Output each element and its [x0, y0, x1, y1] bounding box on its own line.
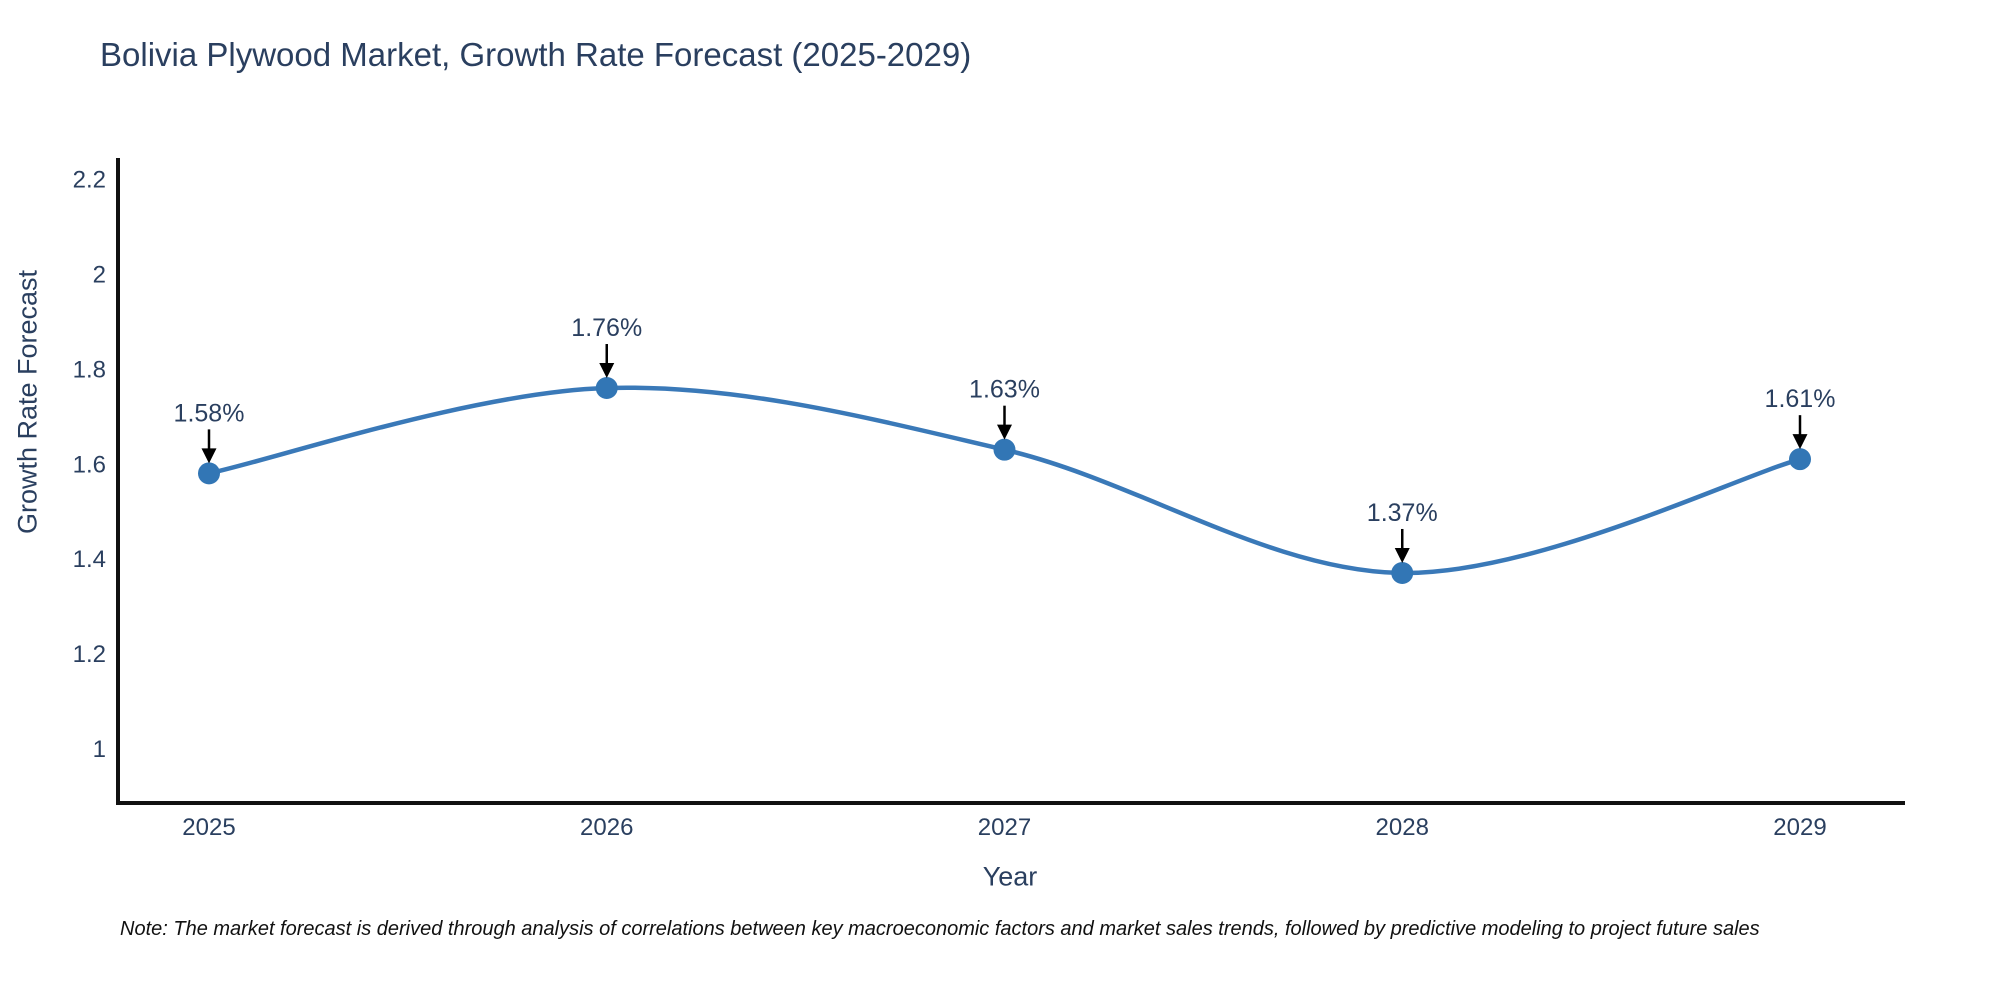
- y-tick-label: 1.8: [73, 356, 106, 383]
- annotation-arrow-head: [201, 448, 217, 464]
- data-point-2029[interactable]: [1789, 448, 1811, 471]
- y-tick-label: 1: [93, 736, 106, 763]
- point-label: 1.58%: [174, 399, 245, 427]
- x-axis-title: Year: [982, 861, 1038, 892]
- chart-title: Bolivia Plywood Market, Growth Rate Fore…: [100, 36, 972, 73]
- y-tick-label: 1.2: [73, 641, 106, 668]
- data-point-2028[interactable]: [1391, 561, 1414, 584]
- x-tick-label: 2029: [1773, 814, 1826, 841]
- x-tick-label: 2028: [1376, 814, 1429, 841]
- point-label: 1.63%: [969, 376, 1040, 404]
- point-label: 1.76%: [571, 314, 642, 342]
- y-tick-label: 1.6: [73, 451, 106, 478]
- y-tick-label: 2: [93, 262, 106, 289]
- y-axis-title: Growth Rate Forecast: [12, 269, 43, 535]
- data-point-2027[interactable]: [993, 438, 1016, 461]
- x-tick-label: 2026: [580, 814, 633, 841]
- y-tick-label: 2.2: [73, 167, 106, 194]
- x-tick-label: 2027: [978, 814, 1031, 841]
- annotation-arrow-head: [1394, 547, 1410, 563]
- y-tick-label: 1.4: [73, 546, 106, 573]
- data-point-2026[interactable]: [595, 377, 618, 400]
- data-point-2025[interactable]: [198, 462, 220, 485]
- point-label: 1.61%: [1765, 385, 1836, 413]
- annotation-arrow-head: [1792, 434, 1808, 450]
- annotation-arrow-head: [599, 363, 615, 379]
- footnote: Note: The market forecast is derived thr…: [120, 918, 1760, 940]
- x-tick-label: 2025: [182, 814, 235, 841]
- annotation-arrow-head: [997, 424, 1012, 440]
- point-label: 1.37%: [1367, 499, 1438, 527]
